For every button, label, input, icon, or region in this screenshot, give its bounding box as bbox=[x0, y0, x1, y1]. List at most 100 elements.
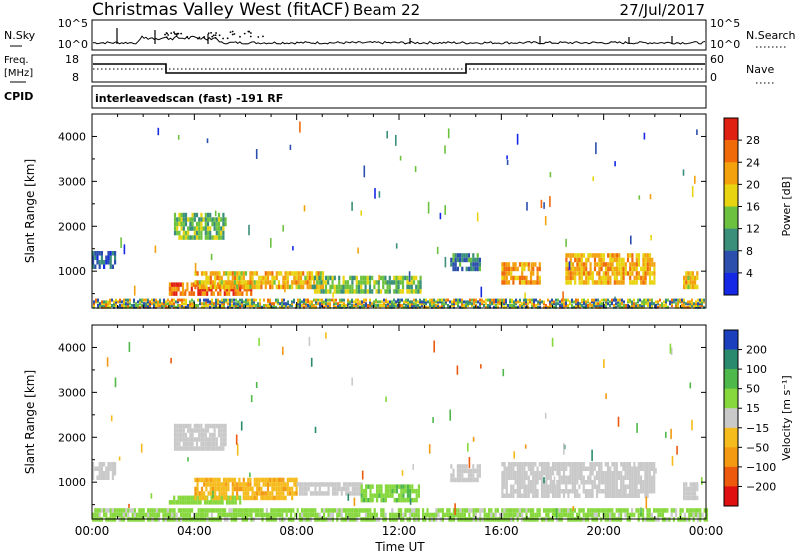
echo-cell bbox=[297, 304, 299, 307]
echo-cell bbox=[309, 304, 311, 307]
echo-cell bbox=[646, 480, 649, 485]
echo-cell bbox=[227, 305, 229, 309]
echo-cell bbox=[202, 446, 205, 451]
echo-cell bbox=[587, 466, 590, 471]
echo-cell bbox=[595, 475, 599, 480]
echo-cell bbox=[265, 304, 267, 307]
echo-cell bbox=[604, 275, 608, 281]
echo-cell bbox=[262, 477, 265, 483]
echo-cell bbox=[183, 302, 185, 306]
echo-cell bbox=[472, 253, 475, 258]
echo-cell bbox=[585, 302, 587, 306]
echo-cell bbox=[617, 300, 619, 304]
echo-cell bbox=[509, 298, 511, 302]
echo-speck bbox=[439, 212, 442, 220]
echo-cell bbox=[257, 302, 259, 306]
echo-cell bbox=[604, 262, 608, 267]
echo-cell bbox=[103, 471, 106, 476]
echo-cell bbox=[645, 302, 647, 306]
echo-cell bbox=[353, 300, 355, 304]
echo-cell bbox=[589, 462, 592, 467]
echo-cell bbox=[635, 253, 638, 258]
echo-cell bbox=[600, 466, 603, 471]
echo-cell bbox=[624, 493, 627, 498]
echo-cell bbox=[215, 300, 217, 304]
echo-cell bbox=[214, 284, 217, 290]
echo-cell bbox=[602, 280, 605, 285]
echo-cell bbox=[238, 271, 241, 276]
echo-cell bbox=[695, 302, 697, 306]
echo-cell bbox=[151, 508, 154, 513]
echo-cell bbox=[611, 475, 614, 480]
echo-cell bbox=[687, 271, 690, 276]
echo-cell bbox=[179, 298, 181, 302]
echo-cell bbox=[193, 235, 196, 240]
echo-cell bbox=[593, 508, 596, 513]
echo-cell bbox=[93, 302, 95, 306]
echo-cell bbox=[611, 262, 614, 267]
echo-cell bbox=[307, 508, 310, 513]
echo-cell bbox=[123, 300, 125, 304]
echo-cell bbox=[643, 302, 645, 306]
echo-cell bbox=[353, 508, 356, 513]
echo-cell bbox=[593, 262, 597, 267]
echo-cell bbox=[536, 275, 539, 281]
echo-cell bbox=[491, 302, 493, 306]
echo-cell bbox=[169, 302, 171, 306]
echo-cell bbox=[393, 488, 396, 494]
echo-cell bbox=[457, 300, 459, 304]
echo-cell bbox=[191, 305, 193, 309]
echo-speck bbox=[665, 431, 667, 438]
echo-cell bbox=[123, 304, 125, 307]
echo-cell bbox=[249, 271, 252, 276]
echo-cell bbox=[642, 253, 645, 258]
echo-cell bbox=[206, 217, 210, 222]
echo-cell bbox=[584, 512, 587, 518]
echo-cell bbox=[277, 280, 281, 285]
echo-cell bbox=[306, 275, 309, 281]
echo-cell bbox=[337, 305, 339, 309]
echo-cell bbox=[635, 305, 637, 309]
echo-cell bbox=[529, 484, 533, 489]
colorbar-tick-label: 28 bbox=[746, 134, 760, 147]
echo-cell bbox=[258, 284, 261, 290]
echo-cell bbox=[525, 302, 527, 306]
echo-cell bbox=[297, 302, 299, 306]
echo-cell bbox=[505, 266, 508, 272]
echo-cell bbox=[203, 271, 206, 276]
echo-cell bbox=[298, 486, 302, 492]
echo-cell bbox=[203, 298, 205, 302]
echo-cell bbox=[560, 475, 563, 480]
echo-cell bbox=[198, 423, 201, 429]
echo-cell bbox=[250, 291, 253, 296]
echo-cell bbox=[385, 298, 387, 302]
echo-cell bbox=[299, 302, 301, 306]
echo-cell bbox=[187, 428, 190, 433]
echo-cell bbox=[452, 257, 455, 263]
echo-cell bbox=[127, 302, 129, 306]
echo-cell bbox=[606, 489, 610, 494]
echo-cell bbox=[387, 305, 389, 309]
echo-cell bbox=[266, 280, 270, 285]
echo-cell bbox=[383, 302, 385, 306]
echo-cell bbox=[623, 304, 625, 307]
echo-cell bbox=[447, 305, 449, 309]
echo-cell bbox=[295, 491, 298, 496]
echo-cell bbox=[107, 302, 109, 306]
echo-cell bbox=[675, 304, 677, 307]
echo-cell bbox=[565, 302, 567, 306]
echo-cell bbox=[153, 305, 155, 309]
echo-cell bbox=[629, 300, 631, 304]
echo-cell bbox=[477, 300, 479, 304]
echo-cell bbox=[503, 262, 506, 267]
echo-cell bbox=[690, 512, 693, 518]
echo-cell bbox=[633, 484, 636, 489]
echo-cell bbox=[589, 508, 592, 513]
echo-cell bbox=[387, 488, 390, 494]
echo-cell bbox=[210, 512, 213, 518]
echo-cell bbox=[111, 298, 113, 302]
echo-cell bbox=[288, 491, 292, 496]
echo-cell bbox=[510, 462, 513, 467]
echo-cell bbox=[259, 302, 261, 306]
echo-cell bbox=[194, 477, 197, 483]
